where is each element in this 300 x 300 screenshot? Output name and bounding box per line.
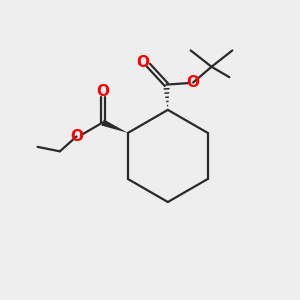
Text: O: O — [137, 55, 150, 70]
Text: O: O — [187, 75, 200, 90]
Text: O: O — [96, 84, 109, 99]
Polygon shape — [101, 119, 128, 133]
Text: O: O — [70, 129, 83, 144]
